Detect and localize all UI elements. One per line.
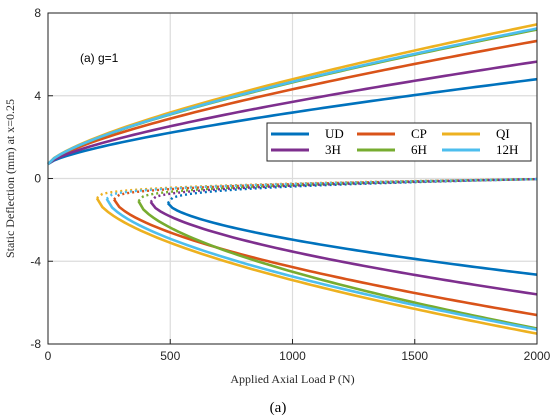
upper-branch-12H — [47, 27, 538, 165]
legend-label-QI: QI — [496, 126, 510, 141]
y-tick-label: -4 — [30, 254, 41, 268]
unstable-branch-12H — [105, 177, 538, 200]
panel-annotation: (a) g=1 — [80, 51, 119, 65]
lower-stable-branch-3H — [149, 201, 538, 296]
lower-stable-branch-QI — [95, 197, 538, 335]
upper-branch-UD — [47, 77, 538, 166]
unstable-branch-3H — [149, 177, 538, 203]
lower-stable-branch-6H — [137, 200, 538, 330]
legend: UD CP QI 3H 6H 12H — [266, 122, 532, 162]
y-tick-label: 0 — [34, 172, 41, 186]
x-tick-label: 1500 — [401, 349, 428, 363]
lower-stable-branch-UD — [166, 202, 538, 276]
legend-label-3H: 3H — [325, 142, 341, 157]
x-axis-label: Applied Axial Load P (N) — [230, 372, 354, 386]
upper-branch-3H — [47, 60, 538, 166]
legend-label-12H: 12H — [496, 142, 518, 157]
curves — [47, 23, 538, 335]
y-tick-label: 4 — [34, 89, 41, 103]
y-tick-label: -8 — [30, 337, 41, 351]
legend-box — [266, 122, 532, 162]
x-tick-label: 0 — [45, 349, 52, 363]
x-tick-label: 1000 — [279, 349, 306, 363]
lower-stable-branch-12H — [105, 198, 538, 331]
x-tick-label: 2000 — [524, 349, 550, 363]
ticks: 0 500 1000 1500 2000 8 4 0 -4 -8 — [30, 6, 550, 363]
lower-stable-branch-CP — [112, 198, 538, 317]
legend-label-6H: 6H — [411, 142, 427, 157]
y-tick-label: 8 — [34, 6, 41, 20]
grid — [47, 12, 538, 345]
unstable-branch-6H — [137, 177, 538, 202]
y-axis-label: Static Deflection (mm) at x=0.25 — [3, 99, 17, 258]
upper-branch-CP — [47, 39, 538, 166]
x-tick-label: 500 — [160, 349, 180, 363]
legend-label-UD: UD — [325, 126, 344, 141]
figure-caption: (a) — [270, 400, 287, 416]
legend-label-CP: CP — [411, 126, 427, 141]
